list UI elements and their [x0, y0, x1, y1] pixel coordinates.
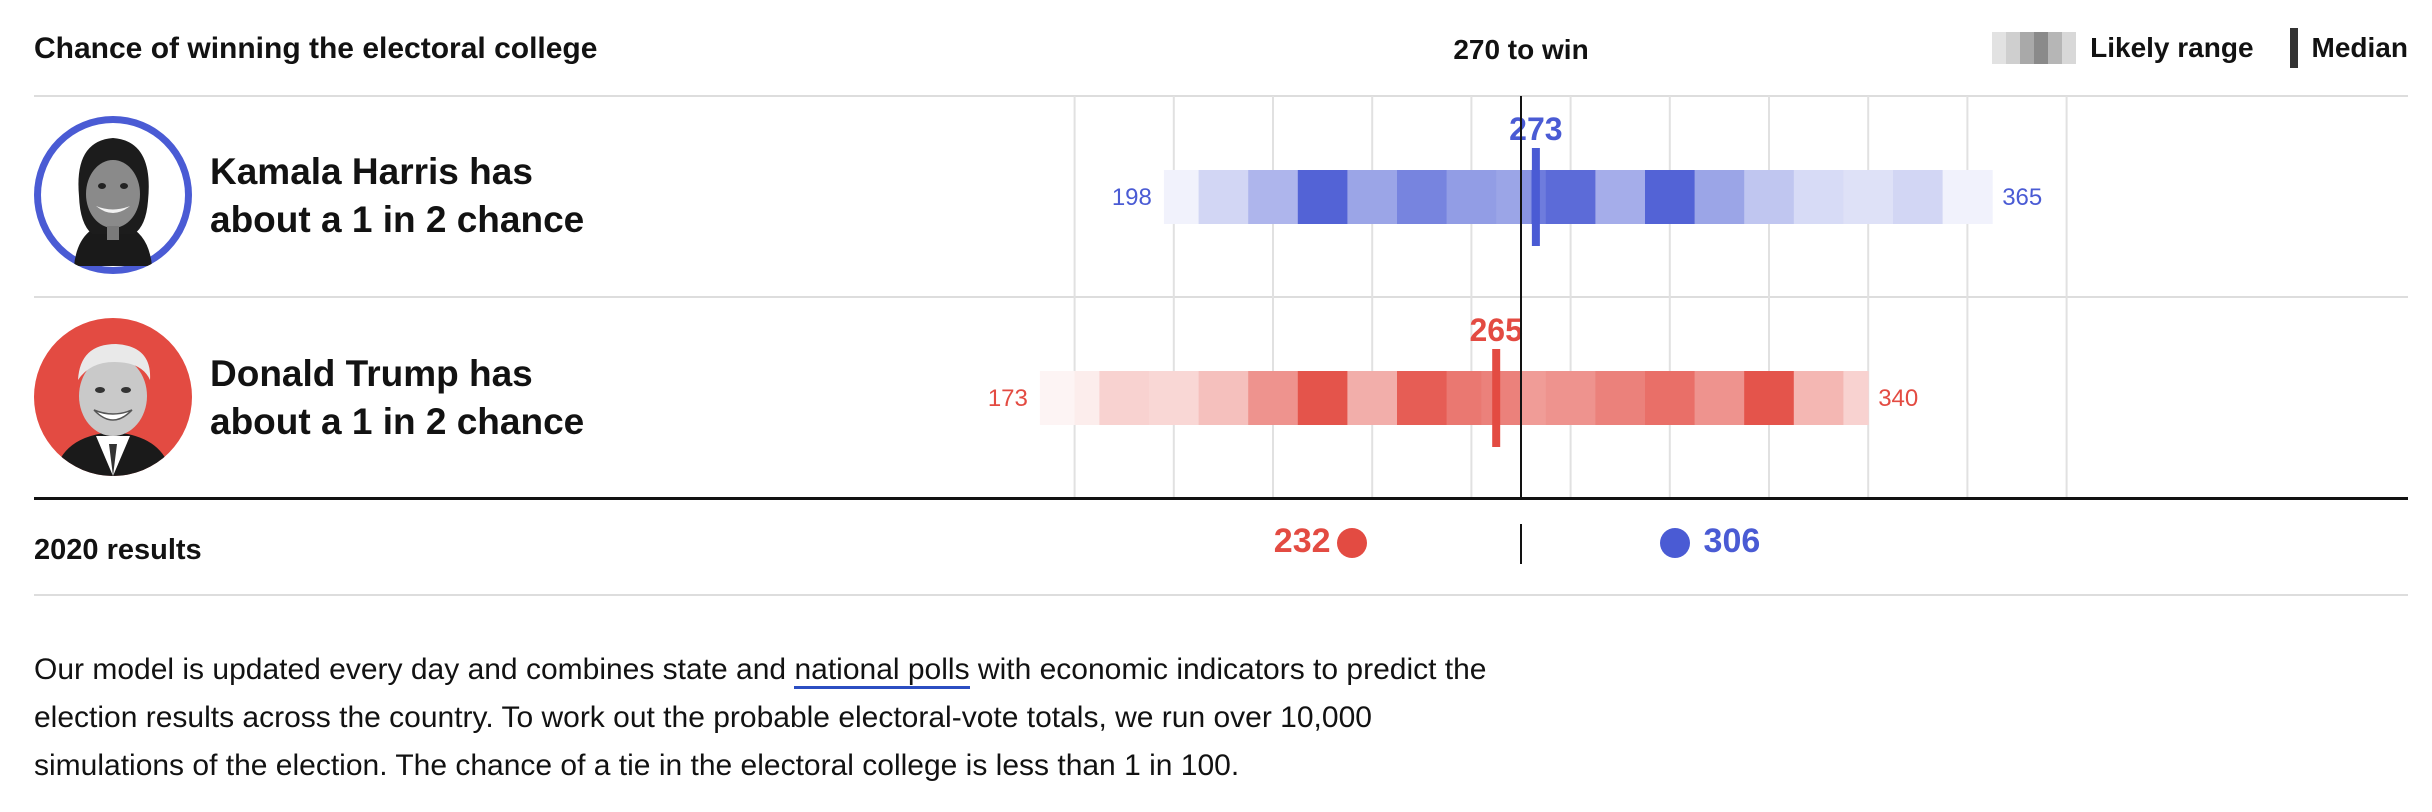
- trump-min-label: 173: [988, 385, 1028, 412]
- median-swatch: [2289, 28, 2298, 68]
- trump-range-bin: [1149, 371, 1200, 425]
- harris-chance-text: Kamala Harris has about a 1 in 2 chance: [210, 148, 610, 244]
- dem-2020-dot: [1659, 528, 1690, 558]
- harris-portrait: [41, 123, 185, 267]
- harris-range-bin: [1397, 170, 1448, 224]
- trump-chance-line: about a 1 in 2 chance: [210, 401, 585, 442]
- trump-median-marker: [1492, 349, 1501, 447]
- harris-range-bin: [1198, 170, 1249, 224]
- harris-range-bin: [1793, 170, 1844, 224]
- trump-range-bin: [1039, 371, 1076, 425]
- likely-range-swatch: [1992, 32, 2077, 64]
- divider: [34, 95, 2408, 97]
- harris-range-bin: [1248, 170, 1299, 224]
- harris-range-bin: [1347, 170, 1398, 224]
- description-text-end: with economic indicators to predict the …: [34, 653, 1487, 782]
- trump-median-label: 265: [1470, 312, 1523, 348]
- rep-2020-dot: [1336, 528, 1367, 558]
- harris-range-bin: [1645, 170, 1696, 224]
- harris-range-bin: [1496, 170, 1522, 224]
- trump-range-bin: [1248, 371, 1299, 425]
- harris-range-bin: [1843, 170, 1894, 224]
- trump-range-bin: [1793, 371, 1844, 425]
- harris-range-bin: [1893, 170, 1944, 224]
- harris-range-bin: [1942, 170, 1993, 224]
- trump-range-bin: [1843, 371, 1869, 425]
- harris-range-bin: [1744, 170, 1795, 224]
- harris-median-label: 273: [1509, 111, 1562, 147]
- national-polls-link[interactable]: national polls: [794, 653, 970, 689]
- harris-range-bin: [1446, 170, 1497, 224]
- legend-range-label: Likely range: [2090, 32, 2254, 63]
- trump-range-bin: [1481, 371, 1522, 425]
- trump-range-bin: [1694, 371, 1745, 425]
- trump-range-bin: [1074, 371, 1100, 425]
- harris-range-bin: [1163, 170, 1200, 224]
- harris-range-bin: [1545, 170, 1596, 224]
- trump-chance-text: Donald Trump has about a 1 in 2 chance: [210, 350, 610, 446]
- results-center-tick: [1520, 524, 1522, 564]
- trump-range-bin: [1595, 371, 1646, 425]
- harris-range-bin: [1297, 170, 1348, 224]
- trump-range-bin: [1099, 371, 1150, 425]
- trump-range-bin: [1397, 371, 1448, 425]
- trump-portrait: [54, 344, 172, 476]
- harris-max-label: 365: [2002, 184, 2042, 211]
- harris-name-line: Kamala Harris has: [210, 151, 533, 192]
- harris-range-bin: [1694, 170, 1745, 224]
- electoral-range-chart: 198 365 273 173 340 265: [988, 96, 2068, 499]
- trump-range-bin: [1521, 371, 1547, 425]
- divider: [34, 594, 2408, 596]
- axis-baseline: [34, 497, 2408, 500]
- trump-range-bin: [1744, 371, 1795, 425]
- trump-range-bin: [1645, 371, 1696, 425]
- trump-range-bin: [1198, 371, 1249, 425]
- model-description: Our model is updated every day and combi…: [34, 646, 1494, 790]
- harris-median-marker: [1531, 148, 1540, 246]
- dem-2020-value: 306: [1703, 522, 1761, 560]
- description-text-start: Our model is updated every day and combi…: [34, 653, 795, 686]
- legend: Likely range Median: [1992, 28, 2408, 68]
- harris-chance-line: about a 1 in 2 chance: [210, 199, 585, 240]
- chart-title: Chance of winning the electoral college: [34, 32, 598, 65]
- harris-min-label: 198: [1112, 184, 1152, 211]
- legend-median-label: Median: [2311, 32, 2408, 63]
- trump-name-line: Donald Trump has: [210, 353, 533, 394]
- rep-2020-value: 232: [1273, 522, 1331, 560]
- trump-max-label: 340: [1878, 385, 1918, 412]
- harris-range-bin: [1595, 170, 1646, 224]
- results-2020-label: 2020 results: [34, 534, 202, 566]
- harris-avatar: [34, 116, 192, 274]
- trump-range-bin: [1347, 371, 1398, 425]
- trump-range-bin: [1545, 371, 1596, 425]
- trump-avatar: [34, 318, 192, 476]
- divider: [34, 296, 2408, 298]
- threshold-label: 270 to win: [1453, 34, 1589, 65]
- harris-range-bin: [1521, 170, 1532, 224]
- trump-range-bin: [1297, 371, 1348, 425]
- trump-range-bin: [1446, 371, 1482, 425]
